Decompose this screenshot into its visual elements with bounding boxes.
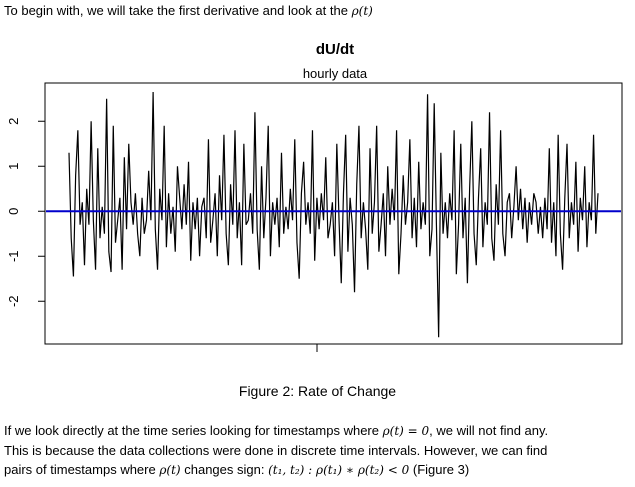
chart-title: dU/dt (316, 41, 354, 58)
sign-change-condition: (t₁, t₂) : ρ(t₁) ∗ ρ(t₂) < 0 (268, 463, 410, 477)
plot-frame (44, 82, 623, 345)
rho-symbol-inline: ρ(t) (159, 463, 181, 477)
y-tick-label: 1 (6, 163, 21, 170)
derivative-chart: dU/dt hourly data -2 -1 0 1 2 (6, 41, 623, 352)
intro-text: To begin with, we will take the first de… (4, 3, 373, 18)
paragraph-line-1-end: , we will not find any. (429, 423, 549, 438)
rho-symbol: ρ(t) (351, 4, 373, 18)
y-axis: -2 -1 0 1 2 (6, 118, 45, 307)
y-tick-label: -1 (6, 250, 21, 262)
intro-sentence: To begin with, we will take the first de… (4, 3, 348, 18)
paragraph-line-3: pairs of timestamps where ρ(t) changes s… (4, 460, 632, 480)
figure-caption: Figure 2: Rate of Change (238, 383, 397, 399)
paragraph-line-3-mid: changes sign: (184, 462, 265, 477)
series-group (68, 91, 599, 338)
rho-equals-zero: ρ(t) = 0 (382, 424, 430, 438)
paragraph-line-1: If we look directly at the time series l… (4, 421, 632, 441)
paragraph-line-2: This is because the data collections wer… (4, 443, 548, 458)
paragraph-line-3-end: (Figure 3) (412, 462, 470, 477)
y-tick-label: -2 (6, 295, 21, 307)
paragraph-line-1-text: If we look directly at the time series l… (4, 423, 379, 438)
chart-subtitle: hourly data (303, 66, 368, 81)
y-tick-label: 0 (6, 208, 21, 215)
derivative-series-line (68, 91, 599, 338)
y-tick-label: 2 (6, 118, 21, 125)
body-paragraph: If we look directly at the time series l… (4, 421, 632, 480)
paragraph-line-3-text: pairs of timestamps where (4, 462, 156, 477)
